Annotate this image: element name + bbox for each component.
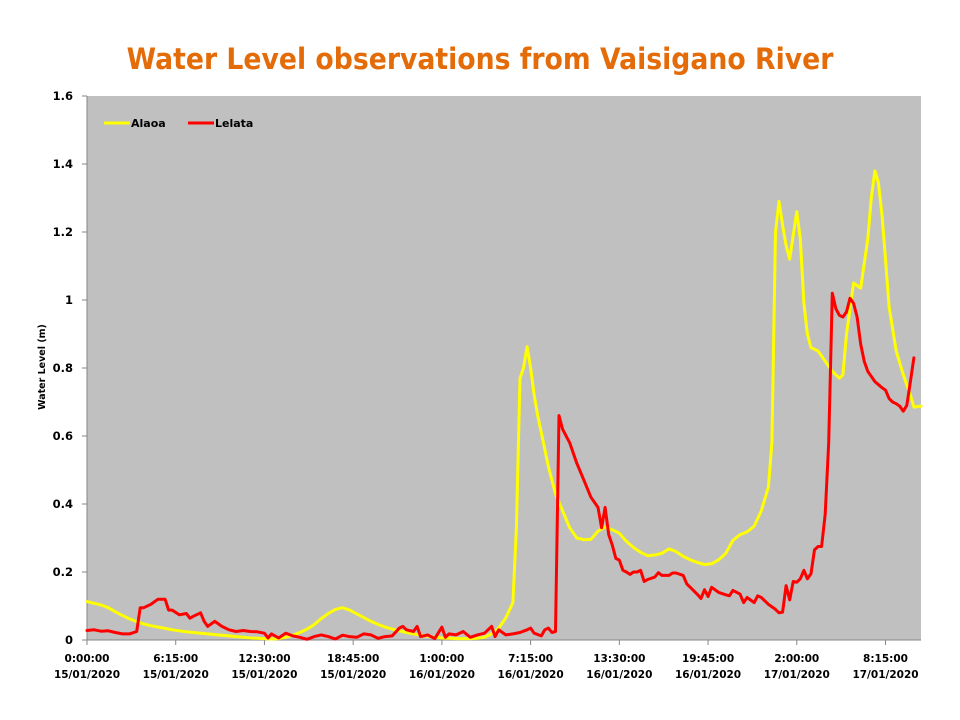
y-tick-label: 1.4 <box>53 157 73 171</box>
x-tick-label-time: 2:00:00 <box>774 653 819 665</box>
legend-label-lelata: Lelata <box>215 117 253 130</box>
x-tick-label-date: 16/01/2020 <box>586 669 652 681</box>
x-tick-label-date: 15/01/2020 <box>231 669 297 681</box>
series-layer <box>85 169 923 641</box>
x-tick-label-time: 13:30:00 <box>593 653 645 665</box>
x-tick-label-time: 12:30:00 <box>238 653 290 665</box>
y-tick-label: 1 <box>65 293 73 307</box>
plot-area <box>87 96 921 640</box>
y-tick-label: 0.6 <box>53 429 73 443</box>
y-axis-title: Water Level (m) <box>37 324 48 410</box>
x-tick-label-date: 17/01/2020 <box>852 669 918 681</box>
y-axis: 0 0.2 0.4 0.6 0.8 1 1.2 1.4 1.6 <box>53 89 88 647</box>
x-tick-label-time: 6:15:00 <box>153 653 198 665</box>
series-line-lelata <box>85 291 916 641</box>
x-tick-label-time: 19:45:00 <box>682 653 734 665</box>
x-tick-label-time: 1:00:00 <box>419 653 464 665</box>
y-tick-label: 0.4 <box>53 497 73 511</box>
x-tick-label-time: 8:15:00 <box>863 653 908 665</box>
x-tick-label-date: 17/01/2020 <box>764 669 830 681</box>
series-line-alaoa <box>85 169 923 641</box>
x-tick-label-date: 15/01/2020 <box>54 669 120 681</box>
chart-title: Water Level observations from Vaisigano … <box>126 42 834 76</box>
legend: Alaoa Lelata <box>104 117 253 130</box>
x-tick-label-date: 15/01/2020 <box>320 669 386 681</box>
y-tick-label: 0.8 <box>53 361 73 375</box>
y-tick-label: 1.6 <box>53 89 73 103</box>
x-tick-label-date: 15/01/2020 <box>143 669 209 681</box>
legend-label-alaoa: Alaoa <box>131 117 166 130</box>
x-tick-label-date: 16/01/2020 <box>409 669 475 681</box>
x-tick-label-date: 16/01/2020 <box>498 669 564 681</box>
x-tick-label-time: 0:00:00 <box>65 653 110 665</box>
y-tick-label: 1.2 <box>53 225 73 239</box>
x-tick-label-time: 7:15:00 <box>508 653 553 665</box>
y-tick-label: 0.2 <box>53 565 73 579</box>
x-axis: 0:00:00 15/01/2020 6:15:00 15/01/2020 12:30:… <box>54 639 921 681</box>
x-tick-label-date: 16/01/2020 <box>675 669 741 681</box>
x-tick-label-time: 18:45:00 <box>327 653 379 665</box>
y-tick-label: 0 <box>65 633 73 647</box>
